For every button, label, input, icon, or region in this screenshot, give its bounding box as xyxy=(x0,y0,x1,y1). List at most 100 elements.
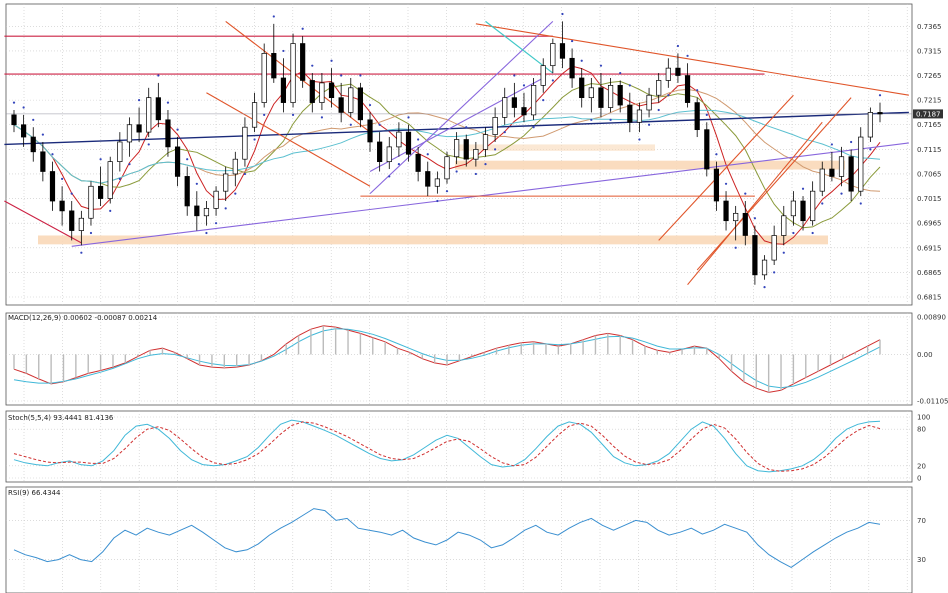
candle-body xyxy=(290,43,296,103)
sar-dot xyxy=(70,192,73,195)
cyan-line xyxy=(485,20,554,74)
stoch-tick-label: 20 xyxy=(917,462,926,470)
candle-body xyxy=(126,124,133,143)
candle-body xyxy=(675,67,681,76)
panel-stoch xyxy=(5,410,913,483)
sar-dot xyxy=(397,163,400,166)
candle-body xyxy=(415,153,421,172)
candle-body xyxy=(829,168,835,177)
sar-dot xyxy=(484,163,487,166)
sar-dot xyxy=(291,113,295,116)
price-tick-label: 0.7115 xyxy=(917,146,942,154)
sar-dot xyxy=(243,172,247,176)
sar-dot xyxy=(773,271,776,274)
sar-dot xyxy=(407,116,410,119)
sar-dot xyxy=(109,209,112,212)
sar-dot xyxy=(128,163,131,166)
candle-body xyxy=(348,87,354,113)
candle-body xyxy=(21,124,27,138)
sar-dot xyxy=(157,74,160,77)
current-price-box xyxy=(913,109,943,119)
channel-down-bottom xyxy=(206,92,371,187)
macd-tick-label: 0.00 xyxy=(917,351,933,359)
sar-dot xyxy=(599,64,603,67)
sar-dot xyxy=(12,101,16,104)
candle-body xyxy=(530,85,537,116)
sar-dot xyxy=(51,153,54,156)
sar-dot xyxy=(705,113,708,116)
candle-body xyxy=(11,114,17,126)
candle-body xyxy=(482,134,489,150)
candle-body xyxy=(733,212,739,222)
sar-dot xyxy=(118,177,121,180)
candle-body xyxy=(184,176,190,207)
sar-dot xyxy=(551,79,554,82)
candle-body xyxy=(540,65,546,86)
candle-body xyxy=(761,259,768,276)
sar-dot xyxy=(667,94,670,97)
sar-dot xyxy=(619,71,622,75)
candle-body xyxy=(117,141,123,163)
candle-body xyxy=(40,151,46,172)
candle-body xyxy=(598,87,604,108)
sar-dot xyxy=(878,94,882,97)
sar-dot xyxy=(532,126,535,129)
candle-body xyxy=(781,215,787,236)
channel-top-orange xyxy=(475,23,909,96)
candle-body xyxy=(511,97,517,108)
candle-body xyxy=(848,156,854,192)
candle-body xyxy=(194,205,200,217)
sar-dot xyxy=(869,148,872,151)
sar-dot xyxy=(99,158,102,161)
minor-zone xyxy=(455,144,655,151)
sar-dot xyxy=(522,84,526,87)
candle-body xyxy=(136,124,142,133)
candle-body xyxy=(627,104,633,123)
macd-title: MACD(12,26,9) 0.00602 -0.00087 0.00214 xyxy=(8,314,158,322)
candle-body xyxy=(396,131,402,148)
candle-body xyxy=(434,178,440,187)
sar-dot xyxy=(638,138,641,141)
sar-dot xyxy=(455,170,458,173)
stoch-tick-label: 100 xyxy=(917,414,930,422)
price-tick-label: 0.7065 xyxy=(917,170,942,178)
sar-dot xyxy=(580,59,583,62)
sar-dot xyxy=(272,15,275,18)
candle-body xyxy=(559,43,566,59)
candle-body xyxy=(232,158,238,175)
sar-dot xyxy=(388,175,391,178)
sar-dot xyxy=(474,172,477,176)
candle-body xyxy=(588,87,594,99)
sar-dot xyxy=(426,153,429,156)
sar-dot xyxy=(205,231,208,235)
candle-body xyxy=(742,212,748,236)
sar-dot xyxy=(234,192,237,195)
candle-body xyxy=(386,146,392,163)
sar-dot xyxy=(657,108,660,112)
price-tick-label: 0.7015 xyxy=(917,195,942,203)
candle-body xyxy=(819,168,825,192)
sar-dot xyxy=(214,222,218,225)
sar-dot xyxy=(724,182,728,185)
current-price-label: 0.7187 xyxy=(916,110,941,118)
candle-body xyxy=(800,200,806,222)
candle-body xyxy=(858,136,864,192)
sar-dot xyxy=(821,202,824,205)
candle-body xyxy=(377,141,383,163)
sar-dot xyxy=(195,182,198,185)
panel-rsi xyxy=(5,486,913,593)
candle-body xyxy=(251,102,258,128)
candle-body xyxy=(723,200,729,222)
candle-body xyxy=(49,171,56,202)
rsi-tick-label: 70 xyxy=(917,517,926,525)
candle-body xyxy=(146,97,152,133)
macd-tick-label: -0.01105 xyxy=(917,398,948,406)
candle-body xyxy=(502,97,508,118)
sar-dot xyxy=(811,231,814,235)
candle-body xyxy=(454,139,460,158)
candle-body xyxy=(617,85,623,106)
sar-dot xyxy=(801,187,805,190)
candle-body xyxy=(174,146,181,177)
sar-dot xyxy=(89,231,93,235)
